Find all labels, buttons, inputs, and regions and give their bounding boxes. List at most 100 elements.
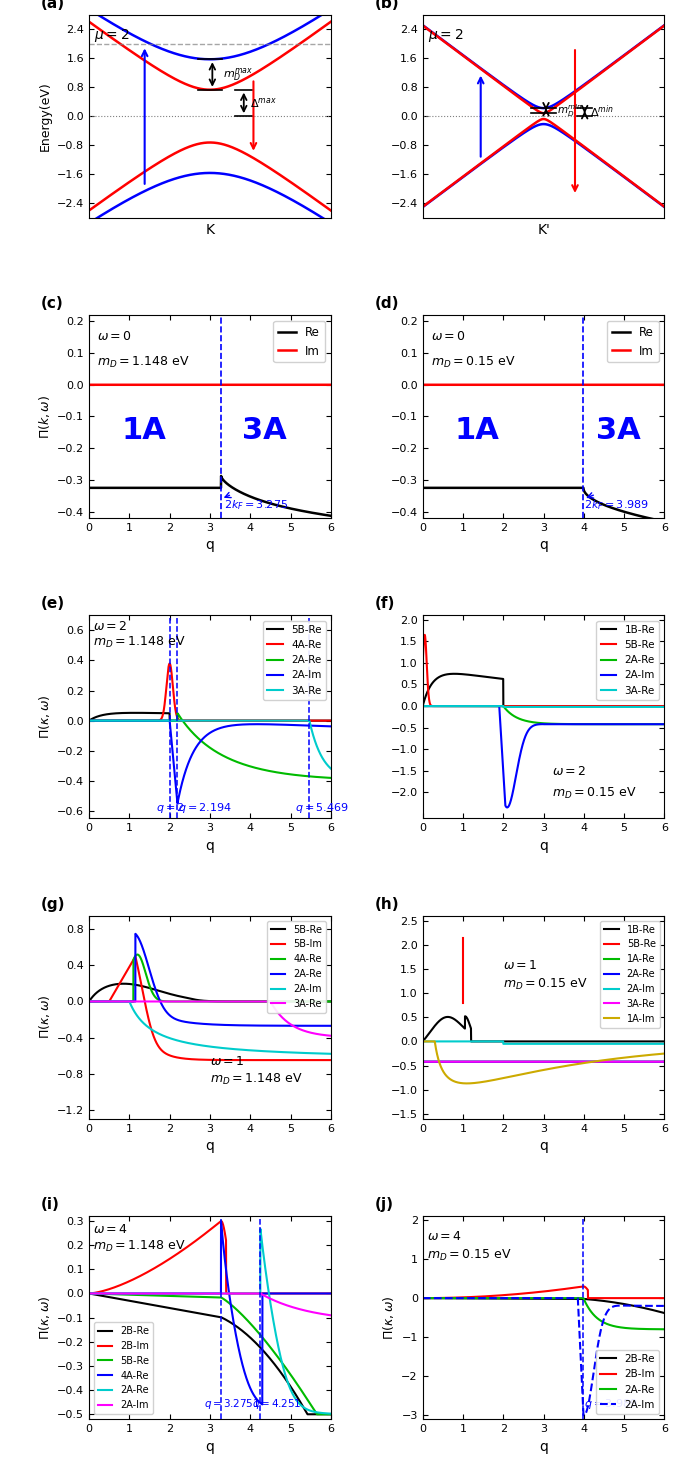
2A-Re <box>173 705 182 723</box>
2A-Im <box>630 1298 638 1315</box>
2B-Re <box>327 1406 335 1423</box>
Text: 1A: 1A <box>455 415 500 445</box>
2A-Im <box>419 1033 427 1050</box>
5B-Re <box>113 976 121 993</box>
5B-Re <box>459 993 467 1011</box>
Text: $2k_F=3.989$: $2k_F=3.989$ <box>584 499 649 512</box>
Y-axis label: $\Pi(\kappa,\omega)$: $\Pi(\kappa,\omega)$ <box>36 1295 51 1340</box>
5B-Im <box>296 1052 304 1069</box>
2A-Re <box>327 770 335 787</box>
2A-Re <box>296 1017 304 1034</box>
4A-Re <box>188 1285 197 1302</box>
2B-Im <box>127 1271 135 1289</box>
4A-Re <box>85 712 93 730</box>
2A-Im <box>127 712 135 730</box>
1B-Re <box>447 666 455 683</box>
2A-Re <box>127 1285 135 1302</box>
Line: 2A-Re: 2A-Re <box>89 714 331 778</box>
1B-Re <box>461 666 469 683</box>
1A-Im <box>463 1075 471 1093</box>
3A-Re <box>419 698 427 715</box>
1B-Re <box>467 1033 475 1050</box>
3A-Re <box>499 698 508 715</box>
Re <box>327 508 335 525</box>
1B-Re <box>450 666 458 683</box>
1B-Re <box>656 698 664 715</box>
Line: 3A-Re: 3A-Re <box>89 721 331 768</box>
1A-Re <box>447 1053 455 1071</box>
Line: Re: Re <box>89 475 331 516</box>
5B-Re <box>656 698 664 715</box>
5B-Re <box>131 704 139 721</box>
3A-Re <box>296 1021 304 1039</box>
3A-Re <box>322 755 330 772</box>
2A-Im <box>460 1033 469 1050</box>
2A-Re <box>522 1289 530 1306</box>
3A-Re <box>322 1027 330 1045</box>
1A-Im <box>447 1071 455 1088</box>
3A-Re <box>512 1053 520 1071</box>
X-axis label: q: q <box>206 838 214 853</box>
2A-Re <box>85 712 93 730</box>
Line: 4A-Re: 4A-Re <box>89 1222 331 1404</box>
Line: 2A-Re: 2A-Re <box>89 933 331 1026</box>
2A-Im <box>127 996 135 1014</box>
2A-Re <box>419 698 427 715</box>
Text: $m_D=1.148$ eV: $m_D=1.148$ eV <box>93 1239 186 1254</box>
4A-Re <box>134 945 142 963</box>
Im <box>660 376 669 394</box>
4A-Re <box>296 993 304 1011</box>
2A-Im <box>113 712 121 730</box>
Line: 5B-Re: 5B-Re <box>89 1293 331 1415</box>
X-axis label: K: K <box>206 224 214 237</box>
2A-Re <box>660 715 669 733</box>
2A-Re <box>296 1396 304 1413</box>
2A-Re <box>630 1320 638 1337</box>
Line: 5B-Re: 5B-Re <box>423 635 664 707</box>
Text: (i): (i) <box>40 1197 60 1211</box>
2A-Re <box>630 1053 638 1071</box>
Line: 4A-Re: 4A-Re <box>89 664 331 721</box>
Line: 3A-Re: 3A-Re <box>89 1002 331 1036</box>
2B-Re <box>322 1406 330 1423</box>
Im <box>97 376 105 394</box>
Line: 2A-Im: 2A-Im <box>89 1002 331 1053</box>
5B-Re <box>178 1287 186 1305</box>
2B-Im <box>419 1289 427 1306</box>
5B-Re <box>127 704 135 721</box>
Line: 5B-Re: 5B-Re <box>89 712 331 721</box>
1A-Re <box>660 1053 669 1071</box>
1B-Re <box>447 1008 455 1026</box>
Line: 2B-Re: 2B-Re <box>423 1298 664 1314</box>
Text: $\omega=4$: $\omega=4$ <box>427 1229 462 1242</box>
1A-Im <box>522 1065 530 1083</box>
2A-Re <box>660 1321 669 1339</box>
2A-Im <box>85 712 93 730</box>
4A-Re <box>113 712 121 730</box>
2A-Im <box>296 1045 304 1062</box>
3A-Re <box>660 1053 669 1071</box>
2A-Re <box>460 1289 469 1306</box>
2B-Im <box>113 1277 121 1295</box>
5B-Re <box>459 929 467 947</box>
Text: $\mu=2$: $\mu=2$ <box>427 28 463 44</box>
1A-Re <box>512 1053 520 1071</box>
5B-Im <box>85 993 93 1011</box>
5B-Re <box>188 990 197 1008</box>
Text: $\omega=2$: $\omega=2$ <box>551 765 586 778</box>
2B-Im <box>178 1242 186 1260</box>
1A-Re <box>522 1053 530 1071</box>
Text: $m_D=0.15$ eV: $m_D=0.15$ eV <box>503 977 588 992</box>
1B-Re <box>630 698 638 715</box>
X-axis label: q: q <box>539 838 548 853</box>
2B-Im <box>460 1289 469 1306</box>
2B-Re <box>85 1285 93 1302</box>
1A-Re <box>656 1053 664 1071</box>
1A-Im <box>512 1067 520 1084</box>
5B-Re <box>296 993 304 1011</box>
2B-Im <box>217 1213 225 1230</box>
2B-Im <box>522 1285 530 1302</box>
Text: (a): (a) <box>40 0 65 10</box>
Re <box>660 514 669 531</box>
2A-Re <box>656 715 664 733</box>
